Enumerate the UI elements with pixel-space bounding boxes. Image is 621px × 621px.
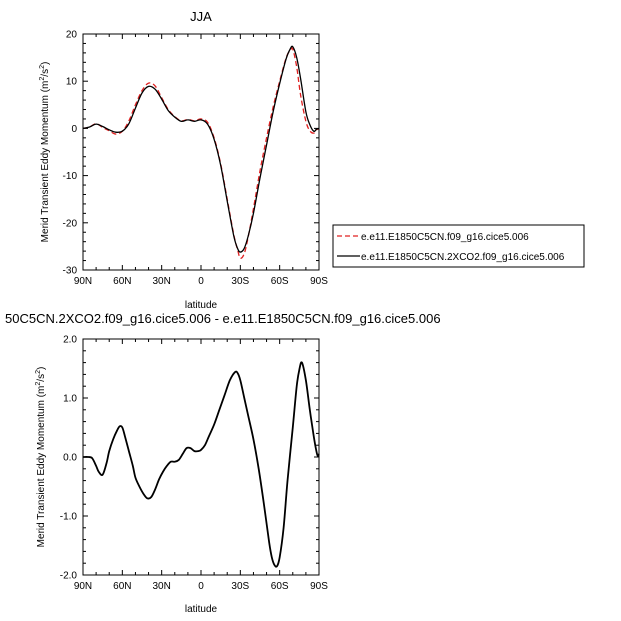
- top-y-tick-label: 10: [66, 77, 78, 88]
- bottom-y-tick-label: 2.0: [63, 335, 77, 346]
- bottom-plot-frame: [82, 338, 320, 576]
- legend-label-control: e.e11.E1850C5CN.f09_g16.cice5.006: [361, 232, 529, 243]
- top-x-tick-label: 30S: [231, 276, 249, 287]
- bottom-y-axis-label: Merid Transient Eddy Momentum (m2/s2): [35, 367, 47, 548]
- bottom-y-tick-label: -2.0: [60, 571, 78, 582]
- bottom-y-tick-label: -1.0: [60, 512, 78, 523]
- top-x-tick-label: 60S: [271, 276, 289, 287]
- top-y-axis-label: Merid Transient Eddy Momentum (m2/s2): [39, 62, 51, 243]
- bottom-x-tick-label: 90S: [310, 581, 328, 592]
- top-series-line-1: [82, 45, 320, 253]
- top-y-tick-label: 20: [66, 30, 78, 41]
- top-chart-title: JJA: [190, 9, 212, 24]
- legend-box: [332, 224, 585, 268]
- top-x-tick-label: 60N: [113, 276, 131, 287]
- top-x-tick-label: 90N: [74, 276, 92, 287]
- bottom-x-axis-label: latitude: [185, 604, 218, 615]
- bottom-x-tick-label: 0: [198, 581, 204, 592]
- bottom-x-tick-label: 60N: [113, 581, 131, 592]
- bottom-y-tick-label: 1.0: [63, 394, 77, 405]
- top-x-axis-label: latitude: [185, 300, 218, 311]
- top-panel: JJA 90N 60N 30N 0 30S 60S 90S 20 10 0 -10 -20 -30 la…: [39, 9, 328, 311]
- top-y-tick-label: 0: [71, 124, 77, 135]
- top-series-line-0: [82, 47, 320, 259]
- bottom-y-tick-label: 0.0: [63, 453, 77, 464]
- top-x-tick-label: 90S: [310, 276, 328, 287]
- top-x-tick-label: 30N: [152, 276, 170, 287]
- top-x-tick-label: 0: [198, 276, 204, 287]
- legend-label-2xco2: e.e11.E1850C5CN.2XCO2.f09_g16.cice5.006: [361, 252, 565, 263]
- bottom-x-tick-label: 30N: [152, 581, 170, 592]
- bottom-chart-title: 50C5CN.2XCO2.f09_g16.cice5.006 - e.e11.E…: [5, 311, 441, 326]
- top-y-tick-label: -20: [63, 218, 78, 229]
- bottom-x-tick-label: 30S: [231, 581, 249, 592]
- top-y-tick-label: -30: [63, 266, 78, 277]
- bottom-panel: 50C5CN.2XCO2.f09_g16.cice5.006 - e.e11.E…: [5, 311, 441, 615]
- bottom-x-tick-label: 90N: [74, 581, 92, 592]
- bottom-series-line-0: [82, 361, 320, 568]
- bottom-x-tick-label: 60S: [271, 581, 289, 592]
- top-y-tick-label: -10: [63, 171, 78, 182]
- legend: e.e11.E1850C5CN.f09_g16.cice5.006 e.e11.…: [332, 224, 585, 268]
